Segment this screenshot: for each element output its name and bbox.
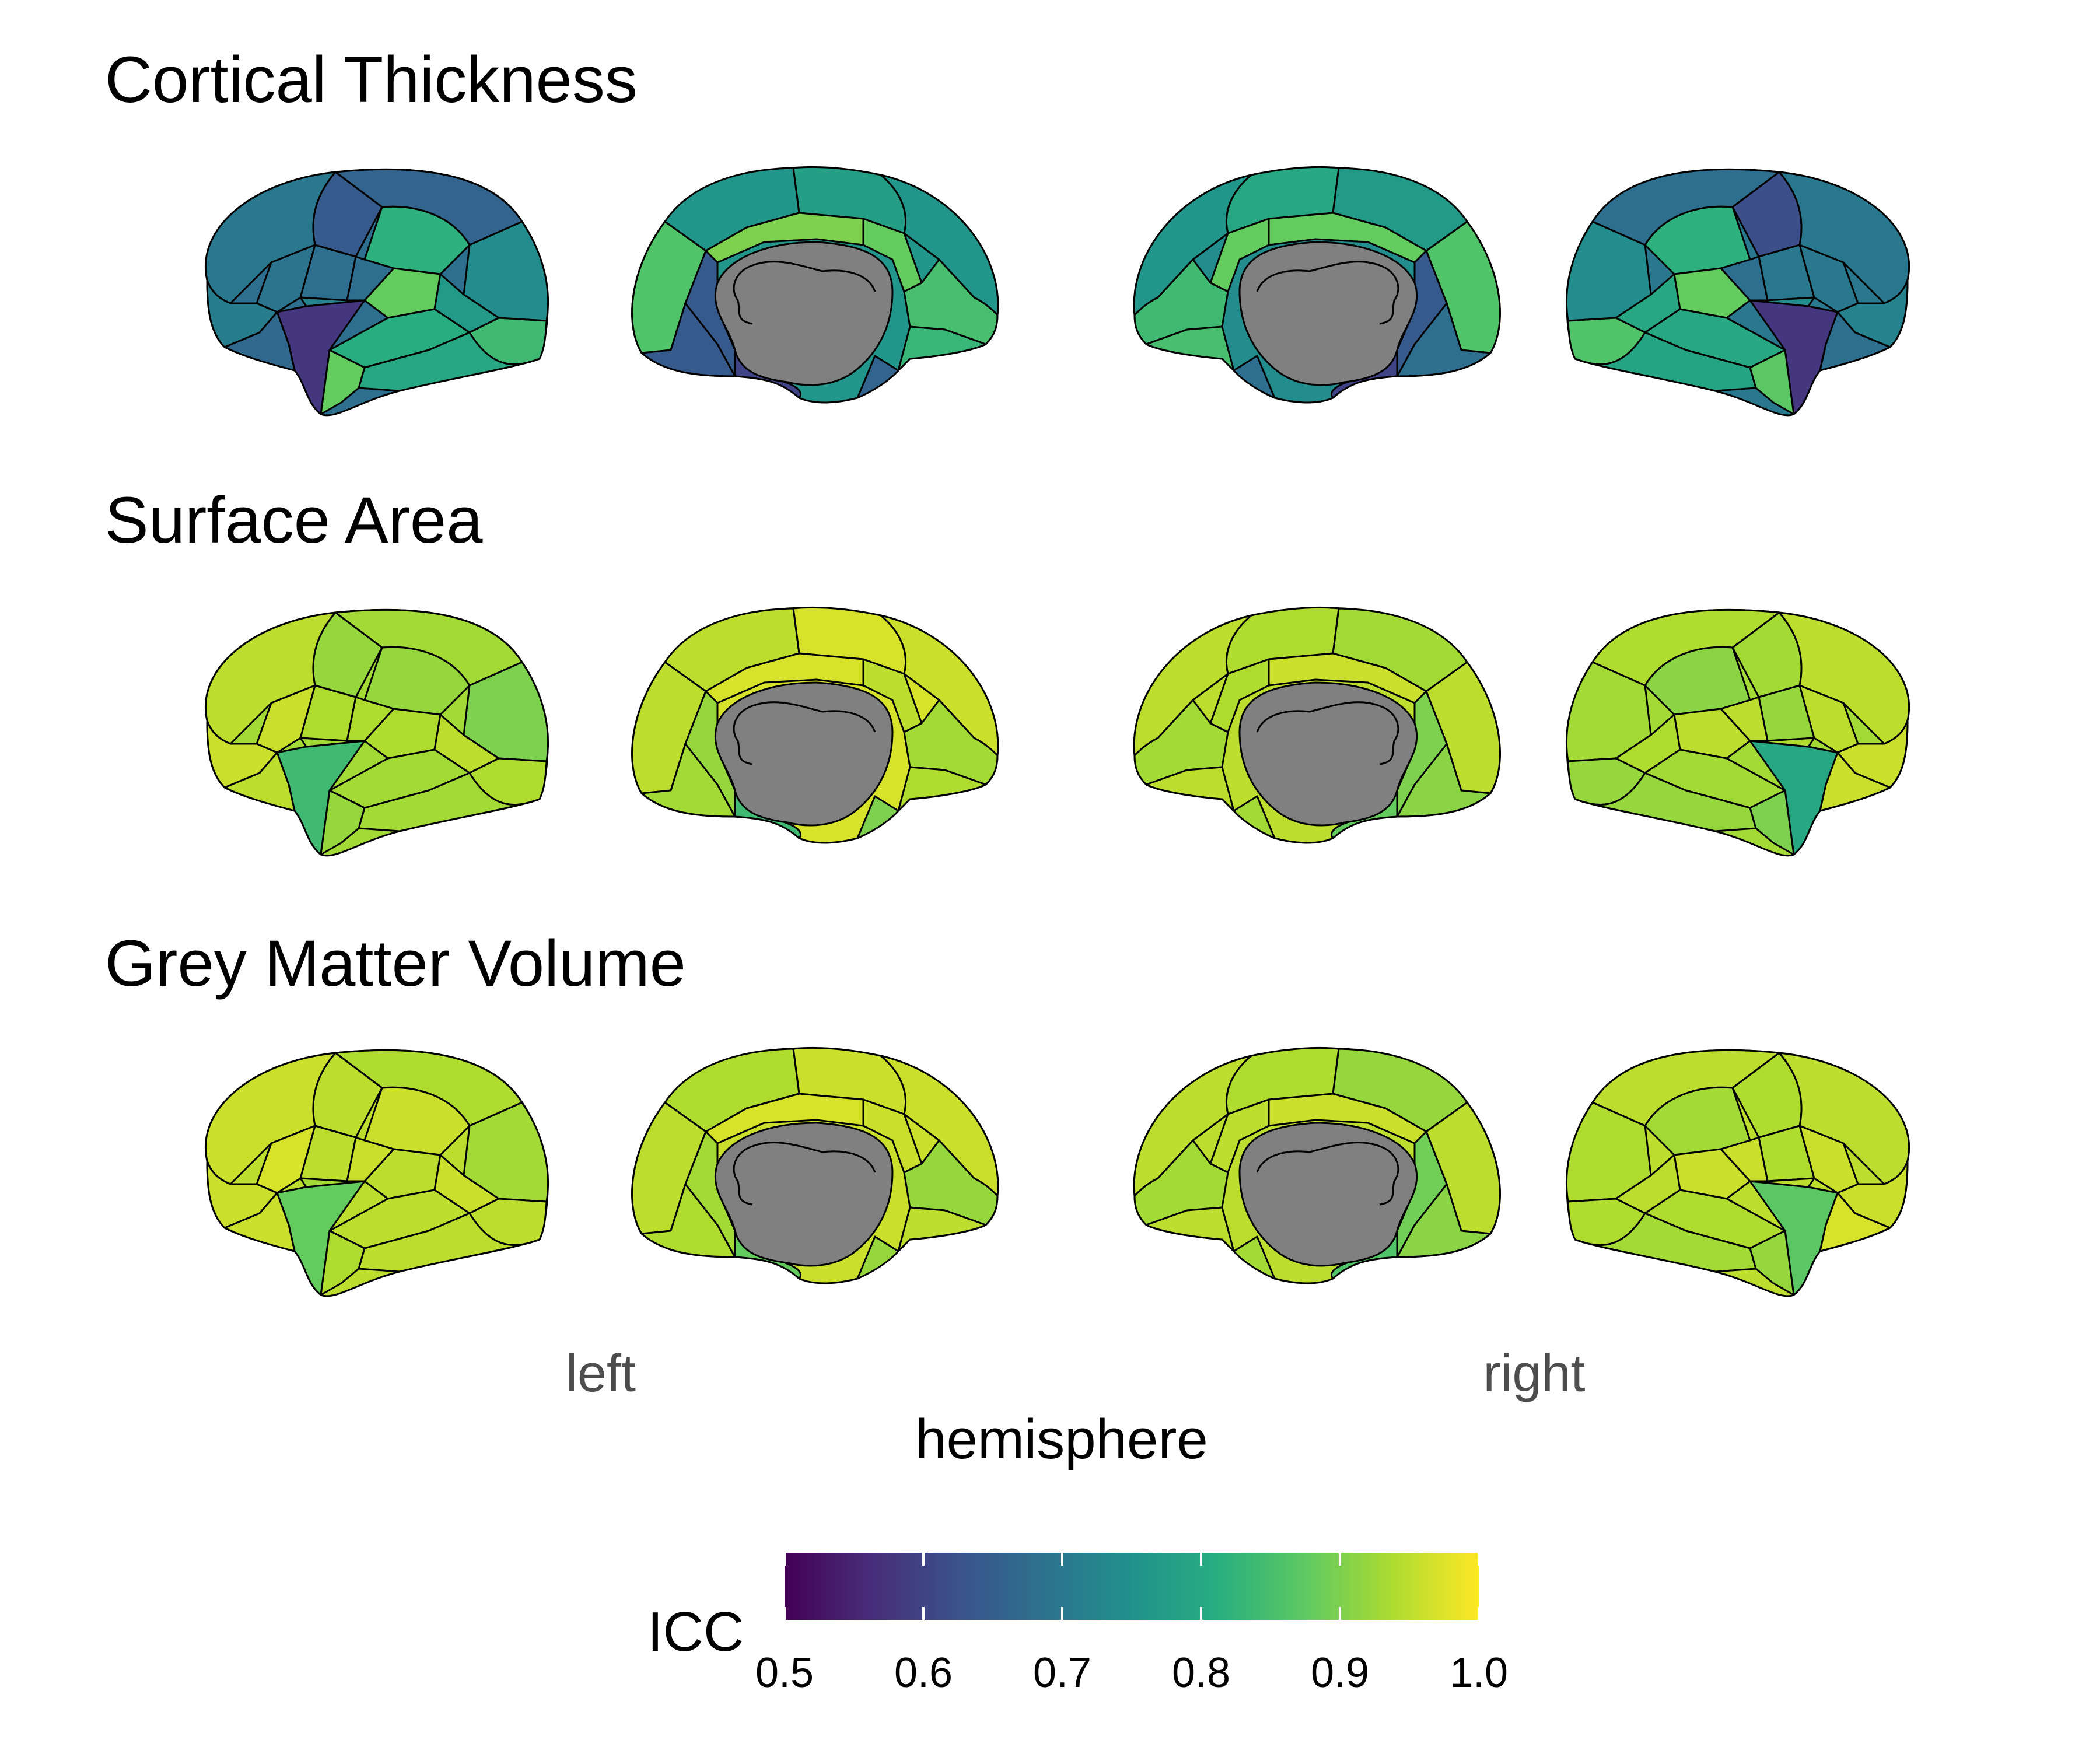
medial-wall xyxy=(1238,681,1418,827)
panel-title-surface-area: Surface Area xyxy=(105,484,483,556)
brain-region xyxy=(358,772,541,832)
brain-region xyxy=(363,205,471,275)
medial-wall-contour xyxy=(733,1142,876,1206)
colorbar-tick-label: 0.8 xyxy=(1172,1650,1230,1696)
brain-region xyxy=(1574,331,1757,392)
medial-wall xyxy=(714,1122,894,1267)
brain-region xyxy=(856,1236,900,1280)
legend-title: ICC xyxy=(648,1601,744,1663)
panel-title-cortical-thickness: Cortical Thickness xyxy=(105,43,638,116)
brain-view-left-medial xyxy=(631,1046,999,1284)
brain-region xyxy=(1819,311,1891,372)
brain-region xyxy=(1798,684,1859,754)
brain-region xyxy=(1396,743,1492,818)
colorbar-legend: ICC 0.5 0.6 0.7 0.8 0.9 1.0 xyxy=(648,1553,1508,1696)
brain-region xyxy=(223,1192,296,1252)
brain-region xyxy=(1574,1212,1757,1273)
brain-region xyxy=(1798,244,1859,313)
brain-view-right-medial xyxy=(1133,1046,1501,1284)
brain-region xyxy=(1720,1136,1769,1182)
medial-wall-contour xyxy=(733,261,876,325)
brain-region xyxy=(1819,1192,1891,1252)
brain-region xyxy=(1720,256,1769,302)
brain-region xyxy=(1133,258,1229,345)
brain-region xyxy=(903,1139,999,1226)
brain-region xyxy=(856,795,900,839)
x-axis-title: hemisphere xyxy=(915,1408,1208,1471)
brain-region xyxy=(1798,1125,1859,1194)
colorbar-tick-label: 0.6 xyxy=(894,1650,953,1696)
medial-wall xyxy=(714,241,894,386)
medial-wall-contour xyxy=(733,701,876,765)
brain-view-left-lateral xyxy=(205,1049,550,1297)
brain-region xyxy=(1644,1086,1751,1156)
colorbar xyxy=(785,1553,1479,1620)
brain-region xyxy=(320,789,366,856)
brain-region xyxy=(903,699,999,786)
medial-wall-contour xyxy=(1256,261,1399,325)
brain-region xyxy=(256,684,316,754)
brain-region xyxy=(223,311,296,372)
brain-region xyxy=(256,1125,316,1194)
brain-region xyxy=(358,331,541,392)
medial-wall-contour xyxy=(1256,1142,1399,1206)
brain-region xyxy=(1574,772,1757,832)
medial-wall xyxy=(714,681,894,827)
brain-view-right-lateral xyxy=(1565,168,1910,416)
medial-wall-contour xyxy=(1256,701,1399,765)
brain-view-left-medial xyxy=(631,166,999,404)
colorbar-tick-label: 1.0 xyxy=(1450,1650,1508,1696)
brain-region xyxy=(640,1183,736,1258)
brain-region xyxy=(346,1136,395,1182)
brain-region xyxy=(1133,699,1229,786)
brain-region xyxy=(320,1230,366,1296)
brain-view-left-lateral xyxy=(205,168,550,416)
brain-view-right-lateral xyxy=(1565,608,1910,857)
brain-region xyxy=(1644,205,1751,275)
brain-region xyxy=(363,646,471,716)
brain-region xyxy=(1396,302,1492,377)
brain-region xyxy=(256,244,316,313)
brain-region xyxy=(346,256,395,302)
brain-region xyxy=(903,258,999,345)
hemisphere-label-right: right xyxy=(1483,1345,1585,1403)
brain-region xyxy=(363,1086,471,1156)
brain-maps xyxy=(205,166,1910,1297)
brain-region xyxy=(856,355,900,399)
brain-region xyxy=(223,751,296,812)
medial-wall xyxy=(1238,241,1418,386)
brain-region xyxy=(1720,696,1769,742)
colorbar-tick-label: 0.5 xyxy=(755,1650,814,1696)
brain-region xyxy=(1233,355,1276,399)
brain-region xyxy=(1749,1230,1795,1296)
brain-view-left-medial xyxy=(631,606,999,844)
brain-region xyxy=(1233,1236,1276,1280)
brain-region xyxy=(1749,789,1795,856)
brain-region xyxy=(1644,646,1751,716)
brain-view-right-medial xyxy=(1133,606,1501,844)
colorbar-tick-label: 0.7 xyxy=(1033,1650,1091,1696)
medial-wall xyxy=(1238,1122,1418,1267)
brain-region xyxy=(1819,751,1891,812)
brain-view-right-medial xyxy=(1133,166,1501,404)
brain-region xyxy=(1749,349,1795,415)
brain-region xyxy=(346,696,395,742)
brain-region xyxy=(640,302,736,377)
brain-view-right-lateral xyxy=(1565,1049,1910,1297)
brain-region xyxy=(640,743,736,818)
panel-title-grey-matter-volume: Grey Matter Volume xyxy=(105,927,686,1000)
brain-view-left-lateral xyxy=(205,608,550,857)
brain-region xyxy=(1396,1183,1492,1258)
hemisphere-label-left: left xyxy=(566,1345,636,1403)
brain-region xyxy=(1133,1139,1229,1226)
brain-region xyxy=(358,1212,541,1273)
brain-region xyxy=(1233,795,1276,839)
brain-region xyxy=(320,349,366,415)
colorbar-tick-label: 0.9 xyxy=(1311,1650,1369,1696)
